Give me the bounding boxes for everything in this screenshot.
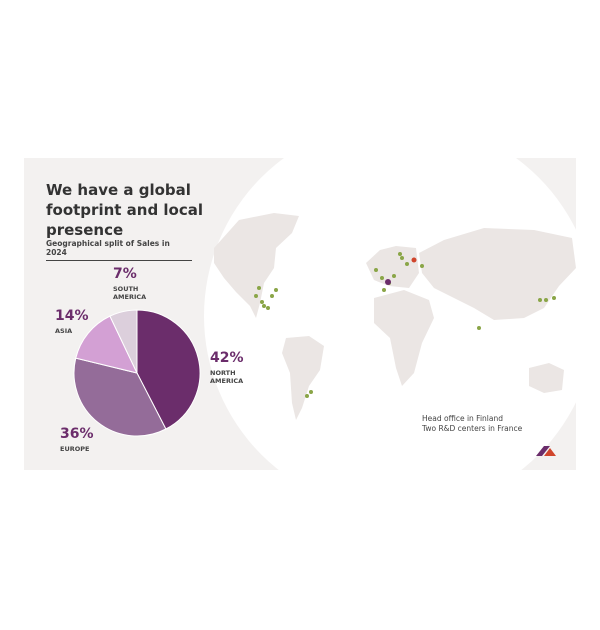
chart-title: We have a global footprint and local pre… — [46, 181, 204, 239]
value-label: 36% — [60, 426, 94, 442]
pie-slice — [73, 357, 167, 437]
category-label: ASIA — [55, 327, 73, 335]
note: Two R&D centers in France — [422, 424, 523, 433]
continents — [214, 213, 576, 420]
slide: We have a global footprint and local pre… — [24, 158, 576, 470]
pie-chart — [73, 309, 201, 437]
pie-slice — [75, 315, 138, 374]
logo — [536, 446, 556, 456]
value-label: 7% — [113, 266, 137, 282]
chart-subtitle: Geographical split of Sales in 2024 — [46, 239, 192, 261]
pie-slice — [109, 309, 138, 374]
pie-slice — [136, 309, 201, 430]
value-label: 42% — [210, 350, 244, 366]
category-label: EUROPE — [60, 445, 90, 453]
note: Head office in Finland — [422, 414, 503, 423]
head-office — [411, 257, 417, 263]
map — [204, 158, 576, 470]
category-label: SOUTH AMERICA — [113, 285, 147, 301]
category-label: NORTH AMERICA — [210, 369, 244, 385]
rd-center — [385, 279, 391, 285]
value-label: 14% — [55, 308, 89, 324]
